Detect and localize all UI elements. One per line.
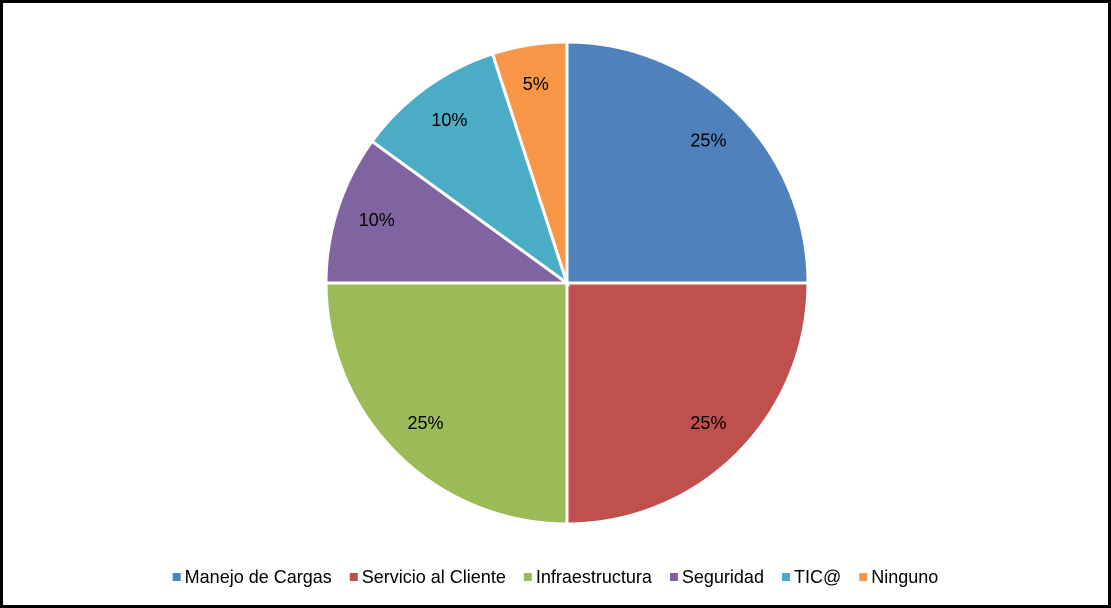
pie-slice	[565, 281, 810, 526]
legend-swatch	[172, 573, 181, 581]
legend-swatch	[523, 573, 532, 581]
data-label: 5%	[523, 74, 549, 94]
legend-label: Servicio al Cliente	[362, 567, 506, 587]
legend-label: Manejo de Cargas	[185, 567, 332, 587]
data-label: 25%	[690, 130, 726, 150]
legend-label: TIC@	[794, 567, 841, 587]
pie-slice	[324, 139, 572, 285]
pie-slice	[369, 51, 570, 287]
legend-label: Ninguno	[871, 567, 938, 587]
data-label: 25%	[408, 413, 444, 433]
legend-swatch	[859, 573, 868, 581]
legend-swatch	[781, 573, 790, 581]
data-label: 25%	[690, 413, 726, 433]
pie-slice	[565, 40, 810, 285]
legend-label: Seguridad	[682, 567, 764, 587]
data-label: 10%	[431, 110, 467, 130]
legend-swatch	[349, 573, 358, 581]
legend-label: Infraestructura	[536, 567, 653, 587]
legend-swatch	[669, 573, 678, 581]
data-label: 10%	[359, 210, 395, 230]
pie-slice	[324, 281, 569, 526]
pie-slice	[490, 40, 569, 284]
